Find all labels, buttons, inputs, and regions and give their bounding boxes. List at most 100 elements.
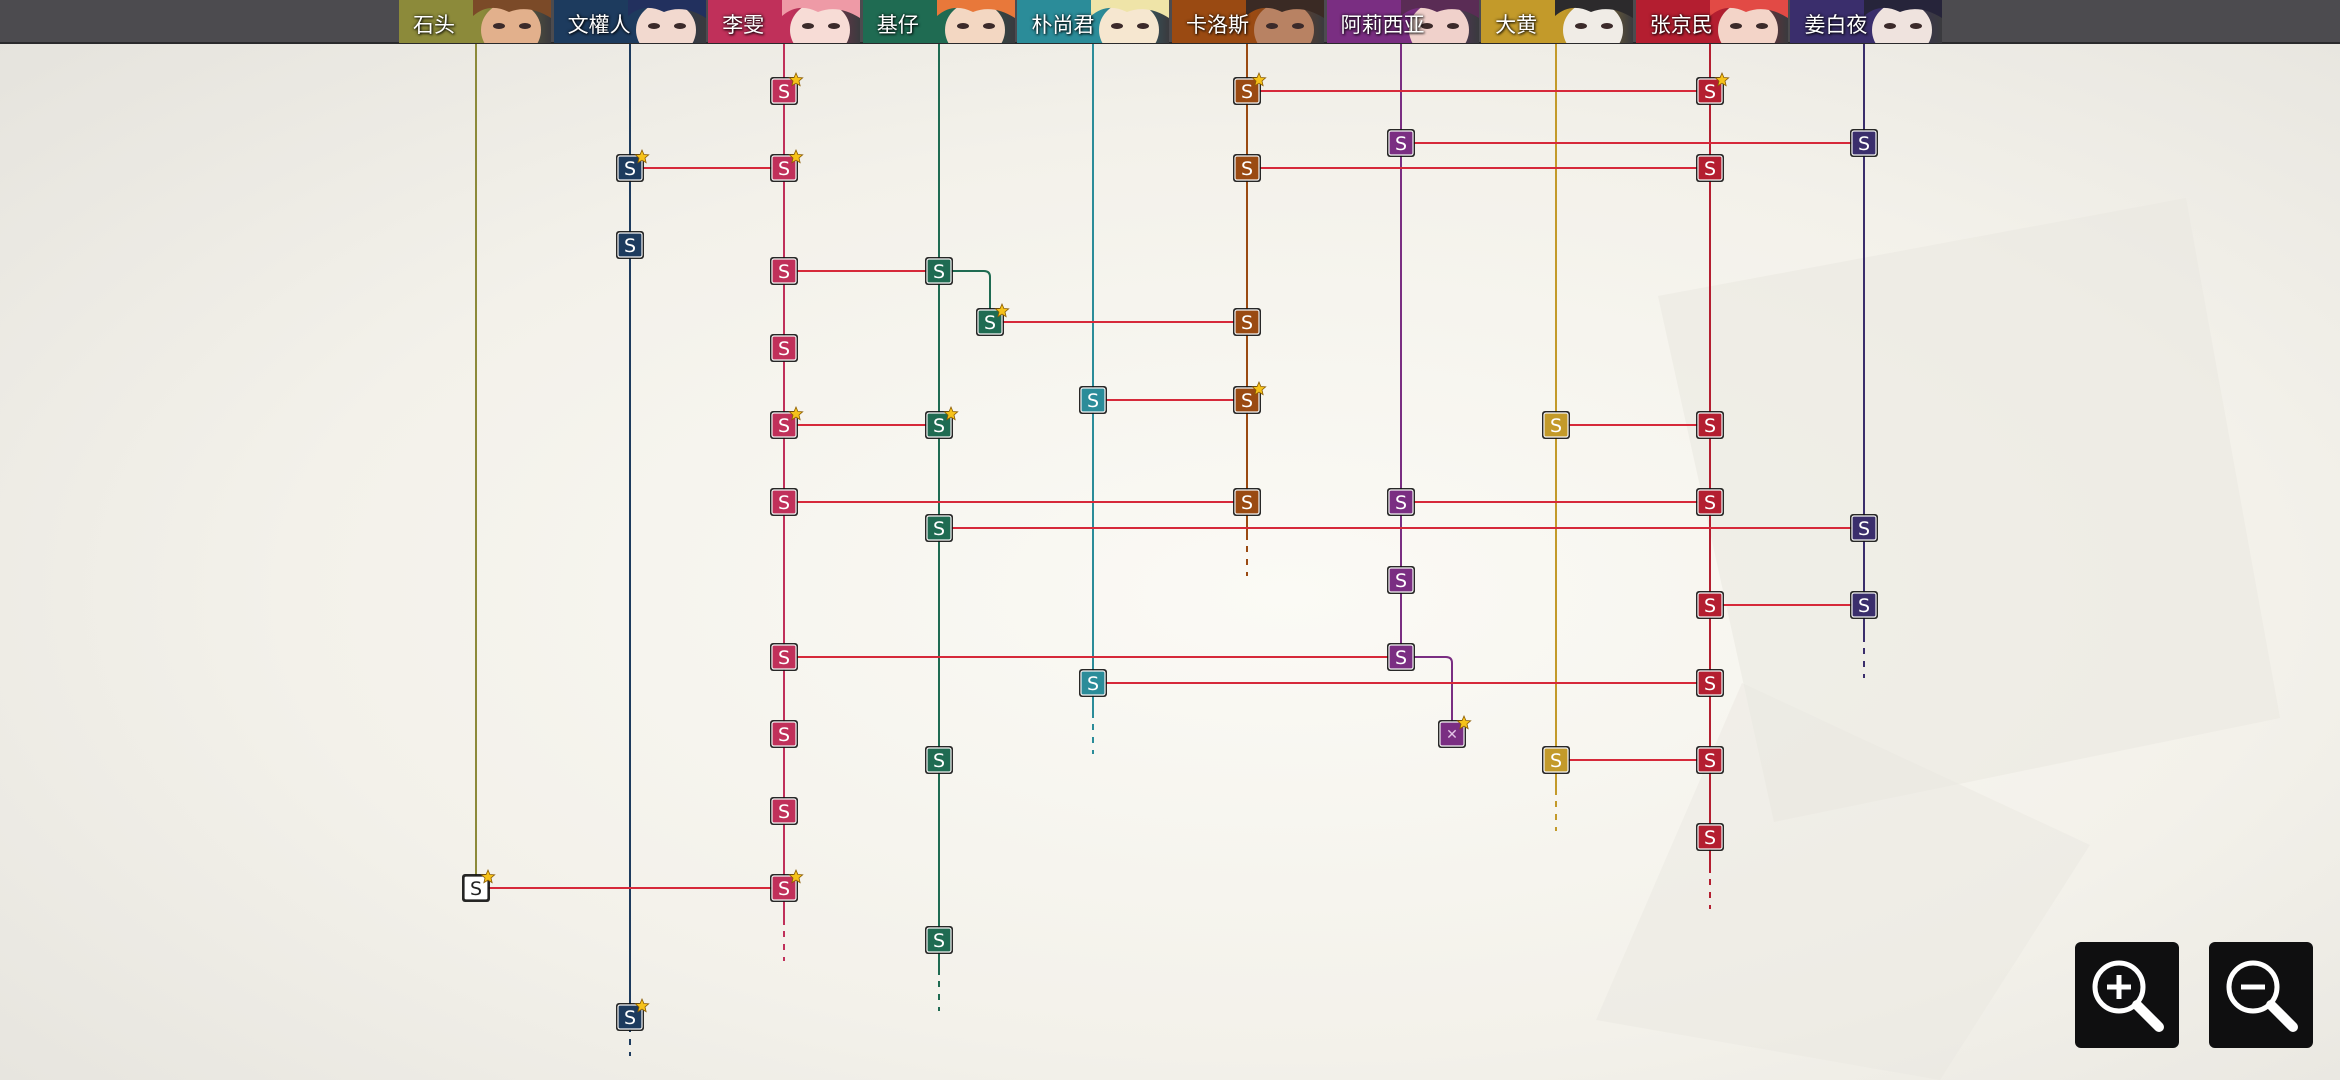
story-node-alixiya[interactable]: S bbox=[1387, 643, 1415, 671]
story-node-pushangjun[interactable]: S bbox=[1079, 669, 1107, 697]
story-node-jiangbaiye[interactable]: S bbox=[1850, 129, 1878, 157]
story-node-liwen[interactable]: S bbox=[770, 148, 804, 182]
star-icon bbox=[1714, 71, 1730, 87]
story-node-zhangjingmin[interactable]: S bbox=[1696, 71, 1730, 105]
node-label: S bbox=[778, 492, 790, 514]
character-tab-pushangjun[interactable]: 朴尚君 bbox=[1017, 0, 1170, 43]
portrait-avatar bbox=[1864, 0, 1943, 43]
star-icon bbox=[634, 997, 650, 1013]
story-node-jizai[interactable]: S bbox=[925, 926, 953, 954]
story-node-dahuang[interactable]: S bbox=[1542, 746, 1570, 774]
star-icon bbox=[480, 868, 496, 884]
character-tabs: 石头 文權人 李雯 基仔 朴尚君 卡洛斯 阿莉西亚 大黄 张京民 姜白夜 bbox=[399, 0, 1945, 43]
zoom-in-button[interactable] bbox=[2075, 942, 2179, 1048]
story-node-wenyaoren[interactable]: S bbox=[616, 148, 650, 182]
story-node-alixiya[interactable]: S bbox=[1387, 566, 1415, 594]
branch-line bbox=[939, 270, 991, 322]
story-node-zhangjingmin[interactable]: S bbox=[1696, 411, 1724, 439]
story-node-liwen[interactable]: S bbox=[770, 257, 798, 285]
story-node-zhangjingmin[interactable]: S bbox=[1696, 591, 1724, 619]
character-name: 石头 bbox=[413, 13, 455, 37]
node-label: S bbox=[778, 801, 790, 823]
node-label: S bbox=[624, 1007, 636, 1029]
node-label: S bbox=[1087, 673, 1099, 695]
story-node-liwen[interactable]: S bbox=[770, 797, 798, 825]
story-node-jizai[interactable]: S bbox=[925, 405, 959, 439]
story-node-shitou[interactable]: S bbox=[462, 868, 496, 902]
story-node-zhangjingmin[interactable]: S bbox=[1696, 488, 1724, 516]
story-node-alixiya[interactable]: S bbox=[1387, 488, 1415, 516]
character-tab-dahuang[interactable]: 大黄 bbox=[1481, 0, 1634, 43]
story-node-wenyaoren[interactable]: S bbox=[616, 231, 644, 259]
star-icon bbox=[943, 405, 959, 421]
link-lines bbox=[476, 90, 1864, 889]
character-tab-kaluosi[interactable]: 卡洛斯 bbox=[1171, 0, 1324, 43]
character-name: 卡洛斯 bbox=[1185, 13, 1249, 37]
story-node-liwen[interactable]: S bbox=[770, 868, 804, 902]
story-node-jiangbaiye[interactable]: S bbox=[1850, 591, 1878, 619]
story-node-kaluosi[interactable]: S bbox=[1233, 308, 1261, 336]
node-label: S bbox=[1858, 133, 1870, 155]
fail-mark: ✕ bbox=[1446, 727, 1458, 743]
story-node-kaluosi[interactable]: S bbox=[1233, 380, 1267, 414]
track-lines bbox=[475, 44, 1865, 1056]
node-label: S bbox=[1704, 750, 1716, 772]
story-node-liwen[interactable]: S bbox=[770, 71, 804, 105]
character-tab-liwen[interactable]: 李雯 bbox=[708, 0, 861, 43]
node-label: S bbox=[1704, 673, 1716, 695]
node-label: S bbox=[1704, 81, 1716, 103]
zoom-out-icon bbox=[2226, 960, 2298, 1032]
story-node-zhangjingmin[interactable]: S bbox=[1696, 823, 1724, 851]
node-label: S bbox=[470, 878, 482, 900]
story-node-pushangjun[interactable]: S bbox=[1079, 386, 1107, 414]
character-tab-jiangbaiye[interactable]: 姜白夜 bbox=[1790, 0, 1943, 43]
story-node-liwen[interactable]: S bbox=[770, 405, 804, 439]
portrait-avatar bbox=[1245, 0, 1324, 43]
story-node-jizai[interactable]: S bbox=[925, 257, 953, 285]
character-name: 李雯 bbox=[722, 13, 765, 37]
node-label: S bbox=[1241, 81, 1253, 103]
story-node-liwen[interactable]: S bbox=[770, 643, 798, 671]
story-node-zhangjingmin[interactable]: S bbox=[1696, 154, 1724, 182]
story-node-jizai[interactable]: S bbox=[925, 746, 953, 774]
node-label: S bbox=[933, 750, 945, 772]
story-node-liwen[interactable]: S bbox=[770, 488, 798, 516]
node-label: S bbox=[1241, 390, 1253, 412]
node-label: S bbox=[778, 338, 790, 360]
story-node-dahuang[interactable]: S bbox=[1542, 411, 1570, 439]
character-name: 基仔 bbox=[876, 13, 919, 37]
zoom-out-button[interactable] bbox=[2209, 942, 2313, 1048]
story-node-liwen[interactable]: S bbox=[770, 720, 798, 748]
story-node-jizai[interactable]: S bbox=[976, 302, 1010, 336]
story-node-kaluosi[interactable]: S bbox=[1233, 154, 1261, 182]
story-node-kaluosi[interactable]: S bbox=[1233, 488, 1261, 516]
node-label: S bbox=[1241, 312, 1253, 334]
story-node-jiangbaiye[interactable]: S bbox=[1850, 514, 1878, 542]
character-tab-shitou[interactable]: 石头 bbox=[399, 0, 551, 43]
story-node-liwen[interactable]: S bbox=[770, 334, 798, 362]
node-label: S bbox=[1858, 595, 1870, 617]
node-label: S bbox=[778, 415, 790, 437]
story-node-wenyaoren[interactable]: S bbox=[616, 997, 650, 1031]
story-node-alixiya[interactable]: S bbox=[1387, 129, 1415, 157]
star-icon bbox=[788, 405, 804, 421]
story-node-zhangjingmin[interactable]: S bbox=[1696, 669, 1724, 697]
portrait-avatar bbox=[473, 0, 551, 43]
story-node-jizai[interactable]: S bbox=[925, 514, 953, 542]
star-icon bbox=[788, 868, 804, 884]
node-label: S bbox=[1550, 415, 1562, 437]
node-label: S bbox=[933, 415, 945, 437]
character-tab-jizai[interactable]: 基仔 bbox=[862, 0, 1015, 43]
node-label: S bbox=[1395, 492, 1407, 514]
node-label: S bbox=[1704, 827, 1716, 849]
node-label: S bbox=[933, 930, 945, 952]
star-icon bbox=[1251, 380, 1267, 396]
story-node-kaluosi[interactable]: S bbox=[1233, 71, 1267, 105]
character-tab-wenyaoren[interactable]: 文權人 bbox=[553, 0, 706, 43]
character-tab-zhangjingmin[interactable]: 张京民 bbox=[1635, 0, 1788, 43]
node-label: S bbox=[1241, 492, 1253, 514]
failed-story-node[interactable]: ✕ bbox=[1438, 714, 1472, 748]
portrait-avatar bbox=[936, 0, 1015, 43]
character-tab-alixiya[interactable]: 阿莉西亚 bbox=[1326, 0, 1479, 43]
story-node-zhangjingmin[interactable]: S bbox=[1696, 746, 1724, 774]
